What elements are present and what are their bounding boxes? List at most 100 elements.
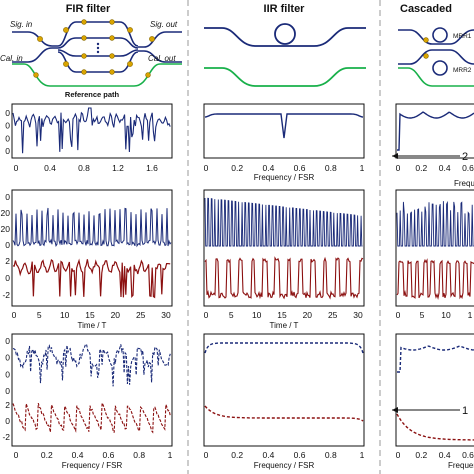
- fir-time-tick: 20: [111, 310, 121, 320]
- fir-time-xlabel: Time / T: [78, 321, 107, 330]
- fir-freq-trace: [12, 107, 171, 154]
- cascaded-freq2-xlabel: Frequency / FSR: [448, 461, 474, 470]
- iir-time-tick: 30: [353, 310, 363, 320]
- fir-y-tick: 0: [5, 192, 10, 202]
- fir-freq2-trace-2: [12, 402, 171, 434]
- fir-freq2-tick: 0.2: [41, 450, 53, 460]
- cascaded-couplers: [423, 37, 429, 59]
- iir-freq2-tick: 0: [204, 450, 209, 460]
- fir-y-tick: 0: [5, 353, 10, 363]
- cascaded-schematic: [398, 27, 474, 87]
- iir-freq-tick: 0.2: [231, 163, 243, 173]
- cascaded-time-tick: 10: [441, 310, 451, 320]
- fir-y-tick: 0: [5, 416, 10, 426]
- cascaded-freq-tick: 0.6: [462, 163, 474, 173]
- fir-y-tick: 0: [5, 369, 10, 379]
- cascaded-freq-xlabel: Frequency / FSR: [454, 179, 474, 188]
- iir-freq-tick: 0.4: [262, 163, 274, 173]
- range-arrow-top: 2: [392, 151, 468, 163]
- fir-y-tick: 0: [5, 386, 10, 396]
- fir-title: FIR filter: [66, 3, 111, 15]
- traces: [12, 107, 474, 441]
- fir-y-tick: -2: [2, 432, 10, 442]
- iir-time-xlabel: Time / T: [270, 321, 299, 330]
- fir-y-tick: 20: [1, 208, 11, 218]
- fir-y-tick: 0: [5, 273, 10, 283]
- cascaded-title: Cascaded: [400, 3, 452, 15]
- fir-freq2-panel: [11, 333, 173, 447]
- fir-time-tick: 10: [60, 310, 70, 320]
- fir-freq2-xlabel: Frequency / FSR: [62, 461, 123, 470]
- fir-freq2-tick: 0: [14, 450, 19, 460]
- fir-y-tick: -2: [2, 290, 10, 300]
- fir-freq-tick: 0.8: [78, 163, 90, 173]
- cascaded-freq2-tick: 0.4: [439, 450, 451, 460]
- iir-time-panel: [203, 189, 365, 307]
- fir-freq2-trace: [12, 343, 171, 387]
- fir-time-tick: 30: [161, 310, 171, 320]
- iir-freq-tick: 1: [360, 163, 365, 173]
- iir-freq-tick: 0: [204, 163, 209, 173]
- cascaded-time-trace: [396, 200, 474, 247]
- fir-time-trace-2: [12, 258, 171, 299]
- iir-freq2-trace-2: [204, 405, 364, 422]
- iir-freq2-xlabel: Frequency / FSR: [254, 461, 315, 470]
- fir-freq-tick: 1.2: [112, 163, 124, 173]
- fir-y-tick: 0: [5, 146, 10, 156]
- fir-time-tick: 25: [136, 310, 146, 320]
- fir-y-tick: 0: [5, 108, 10, 118]
- cascaded-freq-tick: 0.4: [439, 163, 451, 173]
- iir-time-tick: 25: [328, 310, 338, 320]
- iir-time-tick: 20: [303, 310, 313, 320]
- iir-freq2-trace: [204, 342, 364, 354]
- iir-freq2-tick: 0.2: [231, 450, 243, 460]
- fir-dots: [96, 42, 100, 54]
- cascaded-freq2-tick: 0.2: [415, 450, 427, 460]
- cal-out-label: Cal. out: [148, 54, 176, 63]
- iir-time-trace-2: [204, 256, 364, 300]
- fir-freq-tick: 0: [14, 163, 19, 173]
- cascaded-freq-trace: [397, 111, 474, 151]
- iir-freq2-tick: 0.8: [325, 450, 337, 460]
- sig-in-label: Sig. in: [10, 20, 33, 29]
- cascaded-freq2-trace-2: [396, 413, 474, 441]
- cascaded-freq2-tick: 0: [396, 450, 401, 460]
- cascaded-time-panel: [395, 189, 474, 307]
- fir-time-tick: 5: [37, 310, 42, 320]
- fir-time-tick: 0: [12, 310, 17, 320]
- iir-freq-tick: 0.8: [325, 163, 337, 173]
- cascaded-freq2-panel: [395, 333, 474, 447]
- sig-out-label: Sig. out: [150, 20, 178, 29]
- fir-y-tick: 20: [1, 224, 11, 234]
- cascaded-time-trace-2: [396, 258, 474, 300]
- cascaded-freq-panel: [395, 103, 474, 159]
- cascaded-time-tick: 0: [396, 310, 401, 320]
- tick-labels: 0 0.4 0.8 1.2 1.6 0 0.2 0.4 0.6 0.8 1 0 0.2 0.4 0.60 5 1…: [1, 108, 474, 460]
- range-top-label: 2: [462, 151, 468, 163]
- fir-freq-tick: 0.4: [44, 163, 56, 173]
- fir-time-trace: [12, 207, 172, 248]
- cascaded-freq2-trace: [397, 345, 474, 373]
- iir-freq2-panel: [203, 333, 365, 447]
- fir-y-tick: 0: [5, 133, 10, 143]
- fir-time-tick: 15: [85, 310, 95, 320]
- iir-time-tick: 5: [229, 310, 234, 320]
- fir-freq2-tick: 1: [168, 450, 173, 460]
- iir-schematic: [204, 23, 366, 87]
- iir-time-tick: 15: [277, 310, 287, 320]
- fir-freq-tick: 1.6: [146, 163, 158, 173]
- mrr1-label: MRR1: [453, 33, 472, 40]
- iir-time-trace: [204, 197, 363, 247]
- fir-y-tick: 2: [5, 400, 10, 410]
- iir-time-tick: 0: [204, 310, 209, 320]
- iir-freq-tick: 0.6: [294, 163, 306, 173]
- cascaded-time-tick: 5: [420, 310, 425, 320]
- fir-freq2-tick: 0.6: [102, 450, 114, 460]
- plot-frames: [11, 103, 474, 447]
- iir-freq2-tick: 0.4: [262, 450, 274, 460]
- iir-freq-trace: [204, 113, 364, 139]
- fir-y-tick: 0: [5, 336, 10, 346]
- cascaded-freq-tick: 0.2: [415, 163, 427, 173]
- fir-freq-panel: [11, 103, 173, 159]
